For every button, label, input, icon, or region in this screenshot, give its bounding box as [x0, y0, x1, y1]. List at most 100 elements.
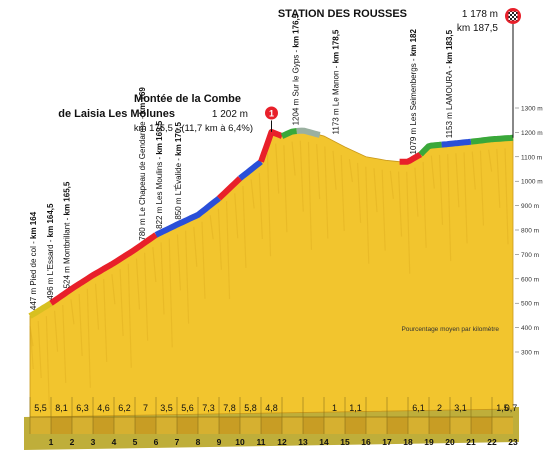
category-1-climb-icon — [264, 105, 279, 121]
gradient-ridge-segment — [49, 232, 158, 306]
gradient-label: 2 — [437, 403, 442, 413]
waypoint-label: 1153 m LAMOURA - km 183,5 — [445, 29, 454, 138]
terrain-shading — [217, 208, 222, 270]
terrain-shading — [471, 151, 476, 190]
waypoint-elev: 780 m Le Chapeau de Gendarme - — [138, 114, 147, 240]
waypoint-label: 822 m Les Moulins - km 169,5 — [155, 120, 164, 229]
km-label: 11 — [257, 437, 266, 447]
finish-title: STATION DES ROUSSES — [278, 8, 407, 20]
legend-note: Pourcentage moyen par kilomètre — [401, 326, 499, 333]
summit-elevation: 1 202 m — [212, 109, 248, 120]
terrain-shading — [135, 258, 141, 310]
gradient-label: 6,2 — [118, 403, 131, 413]
gradient-label: 3,1 — [454, 403, 467, 413]
waypoint-km: km 164,5 — [46, 203, 55, 237]
waypoint-labels: 447 m Pied de col - km 164 496 m L'Essard… — [29, 13, 454, 310]
km-band — [114, 417, 135, 434]
gradient-label: 3,5 — [160, 403, 173, 413]
km-band — [492, 417, 513, 434]
km-band — [72, 417, 93, 434]
terrain-shading — [45, 316, 50, 410]
gradient-ridge-segment — [296, 127, 321, 138]
terrain-shading — [422, 161, 427, 248]
terrain-shading — [299, 140, 304, 212]
km-band — [345, 417, 366, 434]
km-label: 20 — [445, 437, 455, 447]
km-label: 21 — [466, 437, 476, 447]
km-label: 10 — [235, 437, 245, 447]
km-band — [429, 417, 450, 434]
terrain-shading — [201, 221, 206, 299]
elev-label: 1000 m — [521, 179, 543, 186]
terrain-shading — [397, 171, 403, 237]
elev-label: 1300 m — [521, 106, 543, 113]
gradient-label: 0,7 — [505, 403, 518, 413]
km-label: 9 — [217, 437, 222, 447]
terrain-shading — [266, 153, 272, 257]
elev-label: 1100 m — [521, 154, 542, 161]
terrain-shading — [340, 155, 345, 232]
terrain-shading — [111, 274, 116, 305]
km-label: 4 — [112, 437, 117, 447]
summit-title-block: Montée de la Combe de Laisia Les Molunes… — [58, 93, 253, 134]
waypoint-elev: 524 m Montbrillant - — [63, 215, 72, 288]
waypoint-elev: 1079 m Les Seimenbergs - — [409, 56, 418, 154]
terrain-shading — [307, 141, 313, 250]
terrain-shading — [209, 215, 214, 240]
waypoint-label: 496 m L'Essard - km 164,5 — [46, 203, 55, 300]
elev-label: 800 m — [521, 228, 539, 235]
waypoint-elev: 447 m Pied de col - — [29, 239, 38, 310]
gradient-ridge-segment — [154, 195, 221, 238]
terrain-shading — [152, 247, 157, 283]
terrain-shading — [438, 154, 444, 225]
terrain-shading — [144, 252, 149, 341]
km-label: 16 — [361, 437, 371, 447]
finish-elevation: 1 178 m — [462, 9, 498, 20]
terrain-shading — [53, 310, 59, 352]
waypoint-elev: 1204 m Sur le Gyps - — [292, 48, 301, 126]
checkered-flag-pattern — [508, 11, 518, 21]
terrain-shading — [488, 149, 493, 172]
km-band — [471, 417, 492, 434]
km-label: 7 — [175, 437, 180, 447]
gradient-ridge-segment — [280, 128, 298, 139]
terrain-shading — [29, 325, 34, 370]
terrain-shading — [389, 170, 394, 199]
summit-title-line1: Montée de la Combe — [134, 93, 241, 105]
terrain-shading — [168, 238, 173, 348]
km-label: 23 — [508, 437, 518, 447]
terrain-shading — [406, 171, 411, 274]
waypoint-label: 850 m L'Évalide - km 170,5 — [174, 122, 183, 220]
terrain-shading — [324, 146, 329, 239]
km-band — [282, 417, 303, 434]
waypoint-label: 524 m Montbrillant - km 165,5 — [63, 181, 72, 288]
terrain-shading — [479, 150, 485, 226]
km-band — [387, 417, 408, 434]
gradient-ridge-segment — [238, 159, 263, 181]
elev-label: 600 m — [521, 276, 539, 283]
waypoint-km: km 169 — [138, 87, 147, 115]
km-band — [408, 417, 429, 434]
terrain-shading — [291, 141, 296, 176]
km-label: 15 — [340, 437, 350, 447]
terrain-shading — [496, 148, 501, 208]
km-band — [450, 417, 471, 434]
gradient-label: 7,8 — [223, 403, 236, 413]
elev-label: 300 m — [521, 350, 539, 357]
km-label: 1 — [49, 437, 54, 447]
terrain-shading — [37, 321, 42, 379]
km-label: 6 — [154, 437, 159, 447]
waypoint-km: km 170,5 — [174, 122, 183, 156]
gradient-label: 7 — [143, 403, 148, 413]
summit-title-line2: de Laisia Les Molunes — [58, 108, 175, 120]
gradient-label: 6,3 — [76, 403, 89, 413]
km-band — [177, 417, 198, 434]
gradient-label: 5,6 — [181, 403, 194, 413]
km-label: 18 — [403, 437, 413, 447]
summit-markers: 1 — [264, 8, 521, 138]
terrain-shading — [86, 288, 91, 388]
waypoint-km: km 164 — [29, 211, 38, 239]
km-band — [30, 417, 51, 434]
terrain-shading — [70, 299, 75, 325]
